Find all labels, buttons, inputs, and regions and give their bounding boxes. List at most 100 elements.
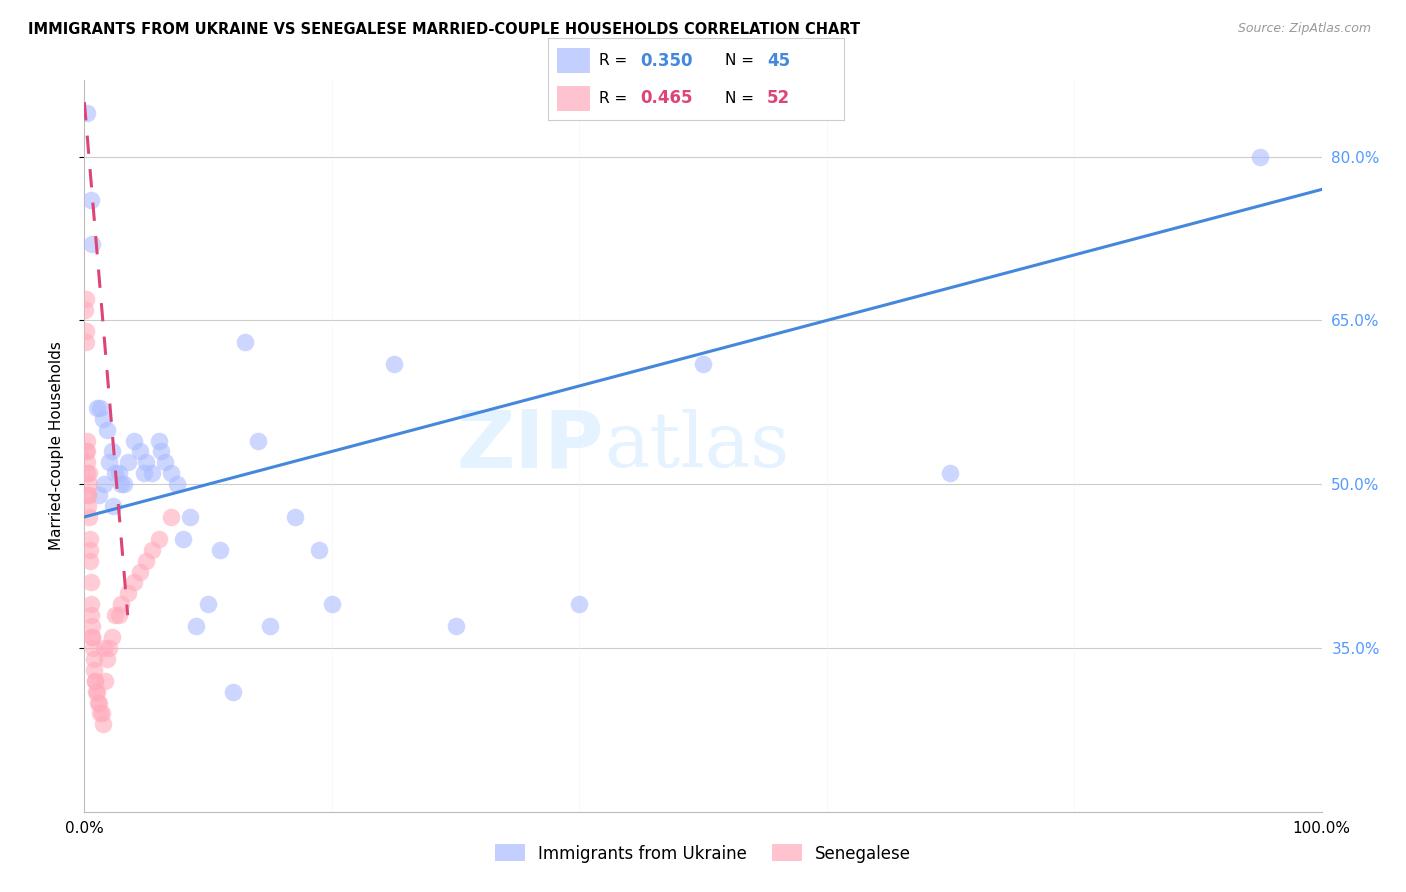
Point (100, 444, 122, 458)
Text: N =: N = (725, 53, 759, 68)
Point (129, 565, 152, 579)
Point (76, 488, 98, 502)
Point (75, 324, 97, 338)
Point (104, 608, 127, 623)
Text: Source: ZipAtlas.com: Source: ZipAtlas.com (1237, 22, 1371, 36)
Point (76, 444, 98, 458)
Point (77, 477, 100, 491)
Bar (557, 86, 589, 111)
Point (84, 673, 107, 688)
Point (83, 663, 105, 677)
Point (382, 357, 405, 371)
Point (129, 444, 152, 458)
Point (108, 608, 131, 623)
Point (80, 608, 103, 623)
Point (82, 630, 104, 644)
Point (80, 237, 103, 252)
Point (75, 292, 97, 306)
Point (75, 444, 97, 458)
Point (148, 532, 170, 546)
Point (83, 673, 105, 688)
Point (96, 423, 118, 437)
Text: 0.465: 0.465 (640, 89, 692, 107)
Point (117, 455, 139, 469)
Text: R =: R = (599, 53, 631, 68)
Text: 52: 52 (766, 89, 790, 107)
Point (141, 467, 163, 481)
Point (692, 357, 714, 371)
Point (222, 684, 245, 698)
Point (122, 575, 145, 590)
Point (166, 477, 188, 491)
Point (233, 335, 256, 350)
Point (141, 542, 163, 557)
Point (153, 455, 176, 469)
Point (108, 467, 131, 481)
Text: atlas: atlas (605, 409, 789, 483)
Point (135, 455, 157, 469)
Point (93, 640, 115, 655)
Point (110, 597, 132, 611)
Point (148, 434, 170, 448)
Point (100, 630, 122, 644)
Point (122, 434, 145, 448)
Point (86, 684, 108, 698)
Point (79, 510, 101, 524)
Point (80, 619, 103, 633)
Text: N =: N = (725, 91, 759, 106)
Point (117, 586, 139, 600)
Point (77, 467, 100, 481)
Point (91, 411, 114, 425)
Point (79, 542, 101, 557)
Point (89, 401, 111, 415)
Point (93, 477, 115, 491)
Point (79, 532, 101, 546)
Point (76, 106, 98, 120)
Point (76, 455, 98, 469)
Point (75, 335, 97, 350)
Point (91, 717, 114, 731)
Text: 0.350: 0.350 (640, 52, 692, 70)
Point (1249, 150, 1271, 164)
Point (89, 696, 111, 710)
Point (79, 194, 101, 208)
Point (110, 477, 132, 491)
Point (90, 706, 112, 721)
Point (76, 467, 98, 481)
Point (284, 510, 307, 524)
Point (83, 652, 105, 666)
Y-axis label: Married-couple Households: Married-couple Households (49, 342, 63, 550)
Point (76, 434, 98, 448)
Point (79, 554, 101, 568)
Point (87, 696, 110, 710)
Point (80, 630, 103, 644)
Text: 45: 45 (766, 52, 790, 70)
Point (179, 510, 201, 524)
Point (89, 706, 111, 721)
Point (101, 499, 124, 513)
Point (568, 597, 591, 611)
Point (84, 684, 107, 698)
Point (98, 640, 121, 655)
Point (135, 554, 157, 568)
Point (184, 619, 207, 633)
Point (209, 542, 232, 557)
Point (77, 488, 100, 502)
Bar (557, 48, 589, 73)
Point (79, 575, 101, 590)
Text: R =: R = (599, 91, 631, 106)
Point (112, 477, 135, 491)
Point (321, 597, 343, 611)
Point (75, 302, 97, 317)
Point (246, 434, 269, 448)
Point (132, 467, 155, 481)
Point (96, 652, 118, 666)
Point (104, 467, 127, 481)
Point (98, 455, 121, 469)
Point (160, 467, 183, 481)
Point (172, 532, 194, 546)
Point (259, 619, 281, 633)
Point (89, 488, 111, 502)
Point (80, 597, 103, 611)
Text: IMMIGRANTS FROM UKRAINE VS SENEGALESE MARRIED-COUPLE HOUSEHOLDS CORRELATION CHAR: IMMIGRANTS FROM UKRAINE VS SENEGALESE MA… (28, 22, 860, 37)
